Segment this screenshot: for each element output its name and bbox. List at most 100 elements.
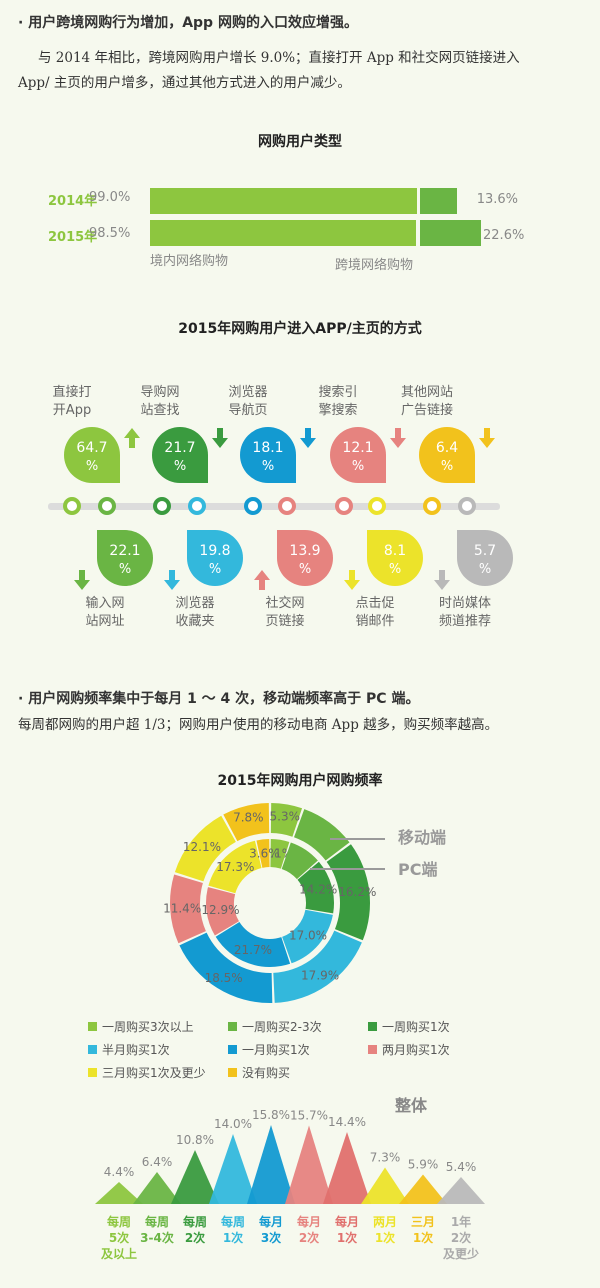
donut-segment — [256, 839, 270, 868]
overall-value-label: 6.4% — [142, 1155, 173, 1169]
section1-text-line2: App/ 主页的用户增多，通过其他方式进入的用户减少。 — [18, 75, 351, 91]
donut-value-label: 11.4% — [163, 901, 201, 915]
donut-value-label: 5.1% — [263, 847, 294, 861]
section1-heading: · 用户跨境网购行为增加，App 网购的入口效应增强。 — [18, 15, 358, 31]
entry-label-line1: 点击促 — [355, 596, 394, 611]
overall-triangle — [323, 1132, 371, 1204]
entry-methods-chart: 64.7%直接打开App21.7%导购网站查找18.1%浏览器导航页12.1%搜… — [48, 384, 513, 629]
legend-label: 一月购买1次 — [242, 1043, 310, 1057]
overall-value-label: 15.8% — [252, 1108, 290, 1122]
overall-chart-title: 整体 — [395, 1096, 428, 1115]
donut-segment — [174, 815, 236, 882]
entry-value-unit: % — [389, 562, 401, 577]
overall-category-label: 每周 — [107, 1214, 131, 1229]
entry-value-unit: % — [119, 562, 131, 577]
section2-text-line1: 每周都网购的用户超 1/3；网购用户使用的移动电商 App 越多，购买频率越高。 — [18, 717, 499, 733]
entry-value: 18.1 — [252, 440, 283, 456]
entry-label-line2: 导航页 — [228, 402, 267, 418]
entry-drop-shape — [152, 427, 208, 483]
legend-swatch — [368, 1045, 377, 1054]
mobile-ring-label: 移动端 — [398, 828, 446, 847]
overall-triangle — [133, 1172, 181, 1204]
arrow-down-icon — [434, 570, 450, 590]
entry-label-line2: 页链接 — [265, 613, 304, 629]
donut-value-label: 16.2% — [338, 885, 376, 899]
entry-drop-shape — [240, 427, 296, 483]
entry-value-unit: % — [209, 562, 221, 577]
timeline-node — [244, 497, 262, 515]
donut-value-label: 17.3% — [216, 860, 254, 874]
timeline-node — [278, 497, 296, 515]
donut-segment — [270, 839, 290, 869]
frequency-chart-title: 2015年网购用户网购频率 — [217, 773, 383, 789]
entry-label-line1: 浏览器 — [228, 384, 267, 400]
entry-drop-shape — [97, 530, 153, 586]
overall-triangle — [361, 1167, 409, 1204]
overall-category-label: 两月 — [373, 1215, 397, 1229]
entry-label-line1: 直接打 — [52, 384, 91, 400]
donut-segment — [179, 932, 273, 1003]
overall-category-label: 5次 — [109, 1230, 129, 1245]
entry-label-line2: 擎搜索 — [318, 403, 357, 418]
domestic-2015-bar — [150, 220, 416, 246]
overall-category-label: 每月 — [297, 1214, 321, 1229]
entry-label-line1: 社交网 — [265, 595, 304, 611]
entry-label-line1: 时尚媒体 — [439, 596, 491, 611]
donut-value-label: 17.0% — [289, 928, 327, 942]
entry-label-line1: 输入网 — [85, 595, 124, 611]
entry-value: 8.1 — [384, 543, 406, 559]
entry-value: 64.7 — [76, 440, 107, 456]
entry-label-line2: 广告链接 — [401, 402, 453, 418]
entry-value-unit: % — [479, 562, 491, 577]
donut-value-label: 12.1% — [183, 840, 221, 854]
overall-category-label: 1次 — [413, 1230, 433, 1245]
overall-category-label: 每月 — [259, 1214, 283, 1229]
legend-label: 没有购买 — [242, 1066, 291, 1080]
timeline-node — [98, 497, 116, 515]
entry-drop-shape — [277, 530, 333, 586]
legend-swatch — [228, 1068, 237, 1077]
overall-category-label: 1次 — [375, 1230, 395, 1245]
arrow-down-icon — [344, 570, 360, 590]
legend-swatch — [228, 1022, 237, 1031]
overall-category-label: 每周 — [221, 1214, 245, 1229]
domestic-legend-label: 境内网络购物 — [150, 254, 229, 269]
entry-value: 12.1 — [342, 440, 373, 456]
entry-label-line2: 销邮件 — [355, 614, 394, 629]
entry-value: 21.7 — [164, 440, 195, 456]
year-2014-label: 2014年 — [48, 194, 98, 209]
entry-value-unit: % — [352, 459, 364, 474]
entry-label-line2: 站网址 — [85, 614, 124, 629]
legend-label: 一周购买1次 — [382, 1020, 450, 1034]
domestic-2015-value: 98.5% — [89, 226, 131, 241]
user-type-bar-chart: 2014年 99.0% 2015年 98.5% 13.6% 22.6% 境内网络… — [0, 178, 600, 278]
overall-category-label: 及更少 — [443, 1246, 479, 1261]
timeline-node — [63, 497, 81, 515]
overall-triangle — [209, 1134, 257, 1204]
entry-value: 22.1 — [109, 543, 140, 559]
donut-segment — [208, 840, 262, 894]
arrow-down-icon — [212, 428, 228, 448]
donut-value-label: 7.8% — [233, 811, 264, 825]
legend-label: 一周购买2-3次 — [242, 1020, 322, 1034]
crossborder-legend-label: 跨境网络购物 — [335, 258, 414, 273]
donut-segment — [215, 922, 291, 967]
legend-swatch — [88, 1045, 97, 1054]
legend-item: 三月购买1次及更少 — [88, 1064, 228, 1081]
donut-segment — [205, 887, 239, 936]
entry-label-line2: 频道推荐 — [439, 614, 491, 629]
arrow-up-icon — [254, 570, 270, 590]
overall-value-label: 14.0% — [214, 1117, 252, 1131]
donut-value-label: 3.6% — [249, 846, 280, 860]
overall-value-label: 5.9% — [408, 1158, 439, 1172]
legend-label: 两月购买1次 — [382, 1043, 450, 1057]
